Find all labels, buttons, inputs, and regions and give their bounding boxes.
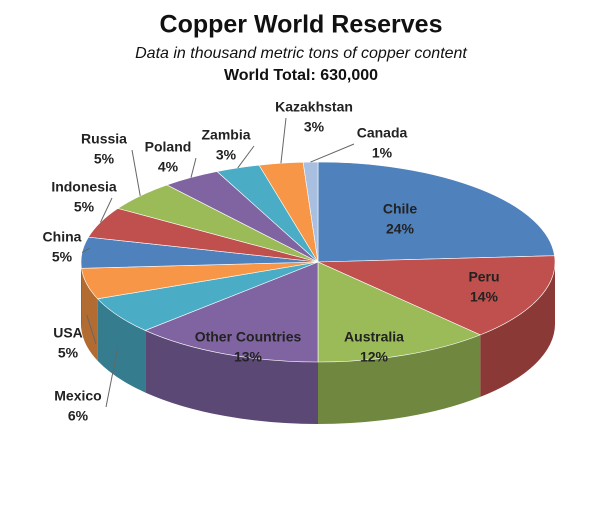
slice-label: Poland bbox=[145, 139, 192, 155]
value-label: 3% bbox=[304, 119, 325, 135]
value-label: 4% bbox=[158, 159, 179, 175]
leader-line bbox=[281, 118, 286, 163]
value-label: 12% bbox=[360, 349, 389, 365]
slice-label: Peru bbox=[468, 269, 499, 285]
slice-label: Canada bbox=[357, 125, 408, 141]
slice bbox=[318, 162, 555, 262]
chart-annotation: World Total: 630,000 bbox=[224, 67, 378, 84]
leader-line bbox=[191, 158, 196, 178]
value-label: 5% bbox=[74, 199, 95, 215]
value-label: 1% bbox=[372, 145, 393, 161]
value-label: 5% bbox=[94, 151, 115, 167]
chart-title: Copper World Reserves bbox=[160, 11, 443, 39]
slice-label: Russia bbox=[81, 131, 127, 147]
value-label: 3% bbox=[216, 147, 237, 163]
slice-label: Other Countries bbox=[195, 329, 302, 345]
slice-label: Zambia bbox=[201, 127, 250, 143]
slice-label: USA bbox=[53, 325, 83, 341]
slice-label: Mexico bbox=[54, 388, 101, 404]
value-label: 14% bbox=[470, 289, 499, 305]
value-label: 13% bbox=[234, 349, 263, 365]
slice-label: Indonesia bbox=[51, 179, 117, 195]
value-label: 5% bbox=[58, 345, 79, 361]
slice-label: Chile bbox=[383, 201, 417, 217]
slice-label: China bbox=[43, 229, 82, 245]
value-label: 6% bbox=[68, 408, 89, 424]
slice-label: Australia bbox=[344, 329, 404, 345]
leader-line bbox=[132, 150, 140, 196]
value-label: 24% bbox=[386, 221, 415, 237]
leader-line bbox=[238, 146, 254, 168]
slice-label: Kazakhstan bbox=[275, 99, 353, 115]
chart-subtitle: Data in thousand metric tons of copper c… bbox=[135, 45, 467, 62]
leader-line bbox=[311, 144, 354, 162]
value-label: 5% bbox=[52, 249, 73, 265]
